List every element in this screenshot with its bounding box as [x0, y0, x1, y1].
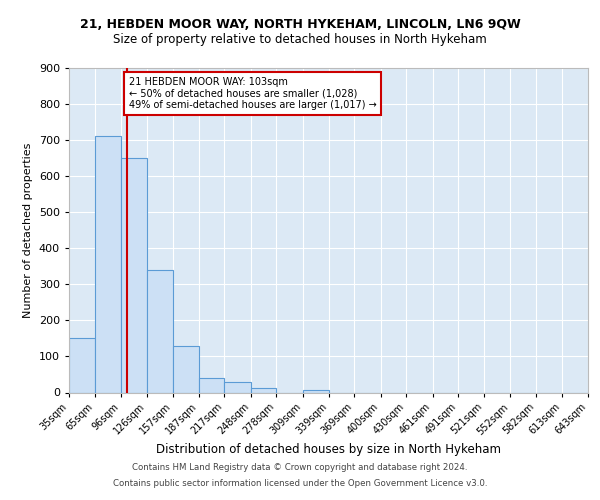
- Bar: [95, 136, 121, 392]
- Bar: [224, 382, 251, 392]
- Text: 21 HEBDEN MOOR WAY: 103sqm
← 50% of detached houses are smaller (1,028)
49% of s: 21 HEBDEN MOOR WAY: 103sqm ← 50% of deta…: [129, 76, 377, 110]
- Text: Contains public sector information licensed under the Open Government Licence v3: Contains public sector information licen…: [113, 478, 487, 488]
- Bar: [69, 338, 95, 392]
- X-axis label: Distribution of detached houses by size in North Hykeham: Distribution of detached houses by size …: [156, 444, 501, 456]
- Text: Size of property relative to detached houses in North Hykeham: Size of property relative to detached ho…: [113, 32, 487, 46]
- Bar: [303, 390, 329, 392]
- Bar: [251, 388, 277, 392]
- Text: Contains HM Land Registry data © Crown copyright and database right 2024.: Contains HM Land Registry data © Crown c…: [132, 464, 468, 472]
- Y-axis label: Number of detached properties: Number of detached properties: [23, 142, 33, 318]
- Bar: [173, 346, 199, 393]
- Bar: [146, 270, 173, 392]
- Bar: [199, 378, 224, 392]
- Bar: [121, 158, 146, 392]
- Text: 21, HEBDEN MOOR WAY, NORTH HYKEHAM, LINCOLN, LN6 9QW: 21, HEBDEN MOOR WAY, NORTH HYKEHAM, LINC…: [80, 18, 520, 30]
